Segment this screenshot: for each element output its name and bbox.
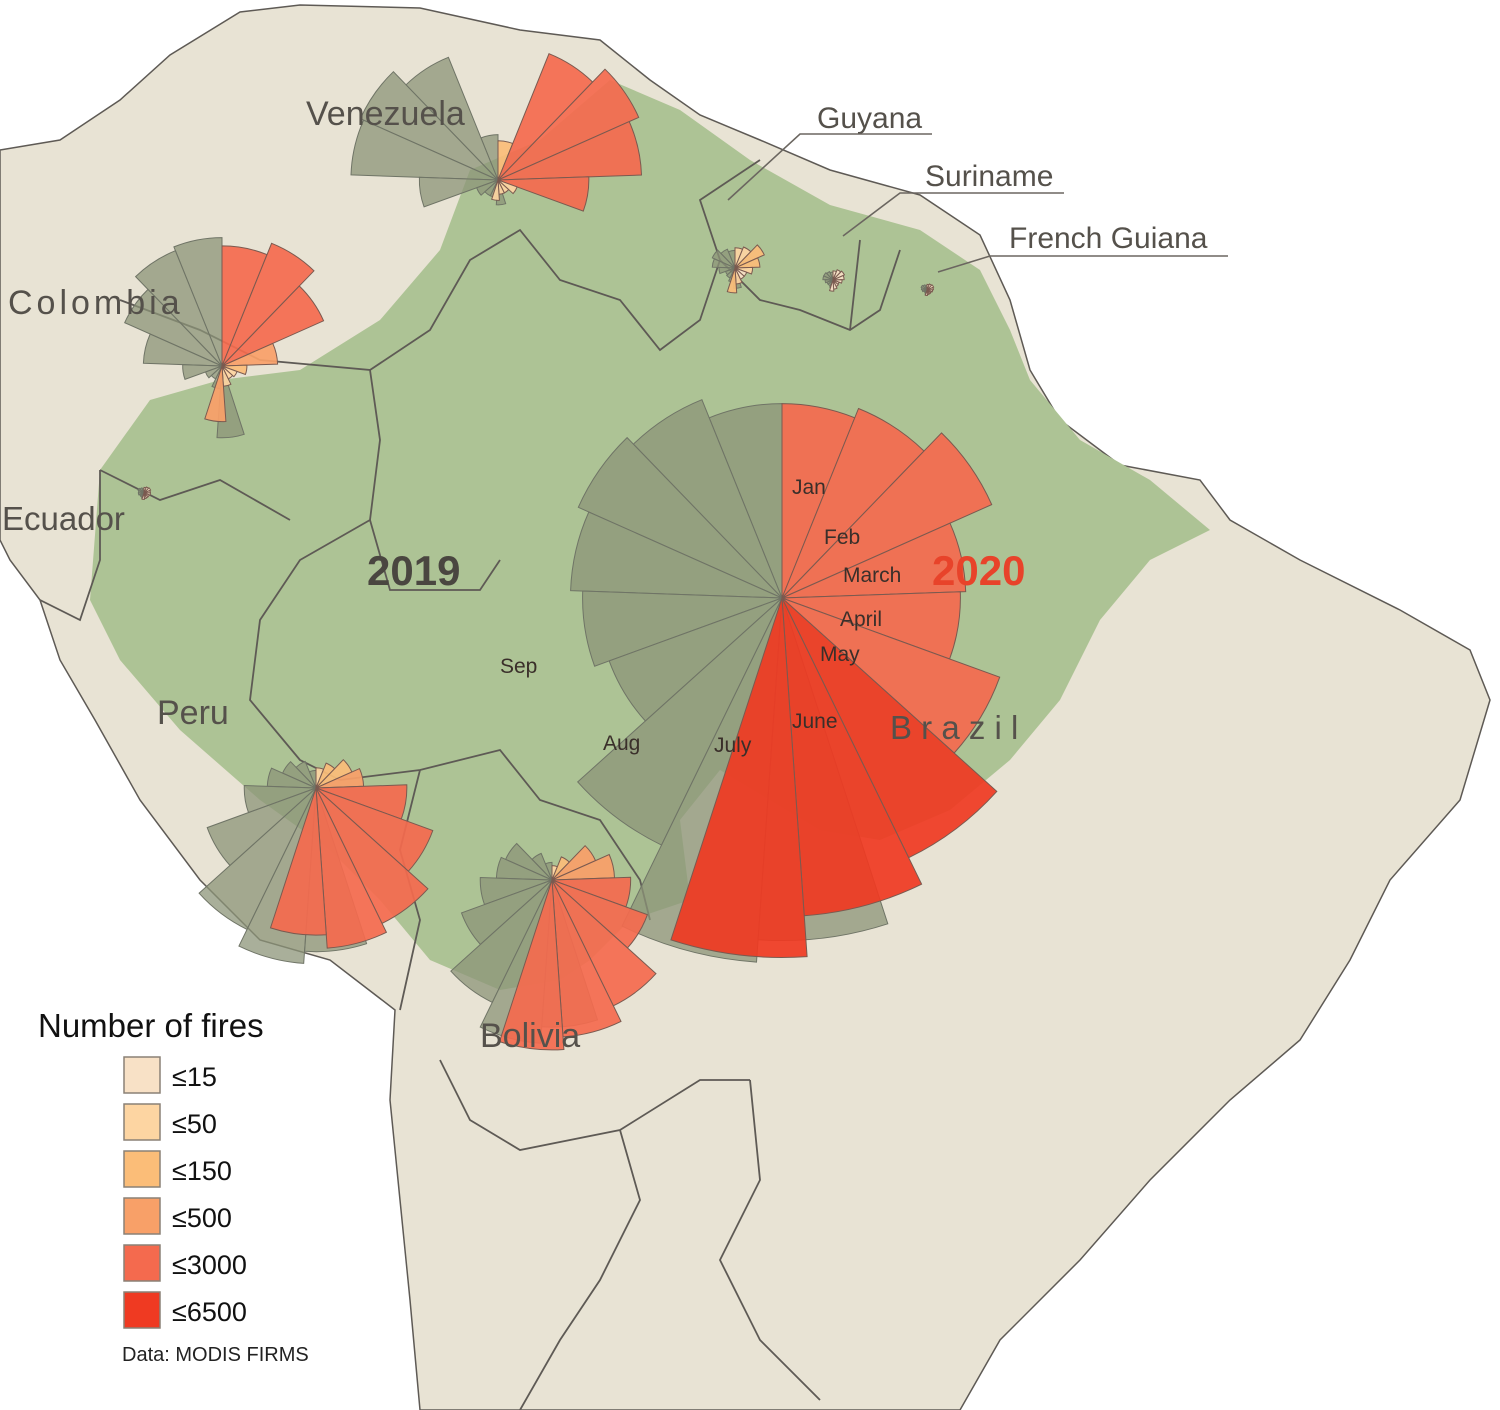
wedge-2020-brazil-april bbox=[781, 522, 967, 599]
wedge-2020-brazil-aug bbox=[781, 597, 923, 917]
month-label-march: March bbox=[843, 564, 901, 587]
wedge-2020-venezuela-sep bbox=[491, 179, 500, 201]
wedge-2020-ecuador-sep bbox=[141, 492, 145, 500]
legend-label: ≤3000 bbox=[172, 1250, 247, 1280]
wedge-2020-peru-sep bbox=[269, 787, 327, 936]
month-label-jan: Jan bbox=[792, 476, 826, 499]
legend-swatch bbox=[123, 1056, 161, 1094]
legend-label: ≤150 bbox=[172, 1156, 232, 1186]
wedge-2019-venezuela-may bbox=[418, 176, 499, 208]
wedge-2019-brazil-may bbox=[582, 590, 783, 667]
legend-swatch bbox=[123, 1103, 161, 1141]
legend: Number of fires ≤15 ≤50 ≤150 ≤500 ≤3000 ≤6500… bbox=[38, 1007, 309, 1366]
country-borders bbox=[39, 159, 901, 1410]
polar-chart-bolivia bbox=[450, 842, 657, 1051]
wedge-2019-colombia-april bbox=[142, 333, 223, 367]
wedge-2020-venezuela-june bbox=[497, 179, 518, 195]
wedge-2020-guyana-sep bbox=[726, 267, 738, 294]
wedge-2020-venezuela-april bbox=[497, 120, 643, 181]
legend-label: ≤15 bbox=[172, 1062, 217, 1092]
wedge-2019-guyana-april bbox=[711, 258, 736, 269]
polar-chart-french-guiana bbox=[920, 283, 935, 297]
wedge-2020-colombia-april bbox=[221, 342, 279, 367]
fire-polar-charts bbox=[124, 53, 1001, 1051]
country-label-colombia: Colombia bbox=[8, 284, 184, 322]
wedge-2020-suriname-march bbox=[832, 270, 846, 281]
wedge-2020-guyana-march bbox=[734, 244, 765, 269]
legend-label: ≤500 bbox=[172, 1203, 232, 1233]
wedge-2020-colombia-march bbox=[221, 285, 325, 367]
wedge-2019-colombia-feb bbox=[134, 250, 223, 367]
country-label-french-guiana: French Guiana bbox=[1009, 222, 1208, 255]
wedge-2020-colombia-june bbox=[221, 365, 238, 378]
month-label-may: May bbox=[820, 643, 860, 666]
wedge-2020-guyana-may bbox=[734, 266, 754, 275]
month-label-april: April bbox=[840, 608, 882, 631]
month-label-aug: Aug bbox=[603, 732, 640, 755]
legend-label: ≤6500 bbox=[172, 1297, 247, 1327]
wedge-2020-french-guiana-sep bbox=[924, 289, 928, 297]
brazil-month-labels: Jan Feb March April May June July Aug Se… bbox=[500, 476, 901, 757]
country-label-ecuador: Ecuador bbox=[2, 500, 125, 537]
month-label-july: July bbox=[714, 734, 752, 757]
polar-chart-colombia bbox=[124, 237, 325, 439]
wedge-2020-ecuador-march bbox=[143, 487, 152, 494]
label-leader-lines bbox=[727, 133, 1228, 273]
legend-swatch bbox=[123, 1197, 161, 1235]
source-credit: Data: MODIS FIRMS bbox=[122, 1344, 309, 1366]
polar-chart-ecuador bbox=[137, 486, 152, 500]
wedge-2019-brazil-march bbox=[577, 436, 783, 599]
polar-chart-brazil bbox=[570, 399, 1001, 963]
legend-label: ≤50 bbox=[172, 1109, 217, 1139]
legend-swatch bbox=[123, 1291, 161, 1329]
wedge-2019-colombia-may bbox=[182, 364, 223, 381]
wedge-2020-bolivia-sep bbox=[498, 879, 565, 1051]
wedge-2019-guyana-march bbox=[711, 249, 736, 269]
wedge-2020-venezuela-may bbox=[497, 176, 590, 212]
polar-chart-suriname bbox=[822, 269, 846, 292]
polar-chart-guyana bbox=[711, 244, 765, 294]
month-label-sep: Sep bbox=[500, 655, 537, 678]
wedge-2019-colombia-march bbox=[124, 288, 223, 367]
polar-chart-venezuela bbox=[350, 53, 643, 212]
wedge-2020-peru-aug bbox=[315, 787, 388, 949]
wedge-2020-guyana-april bbox=[734, 257, 761, 269]
wedge-2019-venezuela-april bbox=[350, 119, 499, 181]
wedge-2020-brazil-sep bbox=[670, 597, 808, 958]
month-label-feb: Feb bbox=[824, 526, 860, 549]
wedge-2019-venezuela-march bbox=[359, 70, 499, 181]
legend-swatch bbox=[123, 1244, 161, 1282]
wedge-2019-suriname-april bbox=[822, 275, 834, 281]
country-label-guyana: Guyana bbox=[817, 102, 922, 135]
polar-chart-peru bbox=[198, 758, 434, 964]
year-label-2019: 2019 bbox=[367, 547, 460, 594]
wedge-2020-colombia-feb bbox=[221, 242, 315, 367]
month-label-june: June bbox=[792, 710, 838, 733]
country-label-bolivia: Bolivia bbox=[480, 1017, 580, 1055]
wedge-2019-colombia-jan bbox=[173, 237, 223, 367]
country-label-venezuela: Venezuela bbox=[306, 95, 465, 133]
country-label-brazil: B r a z i l bbox=[890, 709, 1018, 746]
country-label-suriname: Suriname bbox=[925, 160, 1053, 193]
wedge-2020-brazil-march bbox=[781, 432, 993, 599]
year-label-2020: 2020 bbox=[932, 547, 1025, 594]
legend-swatch bbox=[123, 1150, 161, 1188]
country-label-peru: Peru bbox=[157, 694, 229, 732]
wedge-2020-venezuela-march bbox=[497, 68, 640, 181]
wedge-2020-colombia-sep bbox=[204, 365, 227, 423]
legend-title: Number of fires bbox=[38, 1007, 264, 1044]
wedge-2020-suriname-sep bbox=[828, 279, 835, 292]
wedge-2019-colombia-june bbox=[204, 365, 223, 379]
wedge-2019-venezuela-june bbox=[476, 179, 499, 196]
wedge-2020-suriname-april bbox=[832, 274, 845, 281]
wedge-2020-colombia-may bbox=[221, 364, 248, 376]
wedge-2019-brazil-april bbox=[570, 511, 783, 599]
wedge-2020-french-guiana-march bbox=[926, 284, 935, 291]
